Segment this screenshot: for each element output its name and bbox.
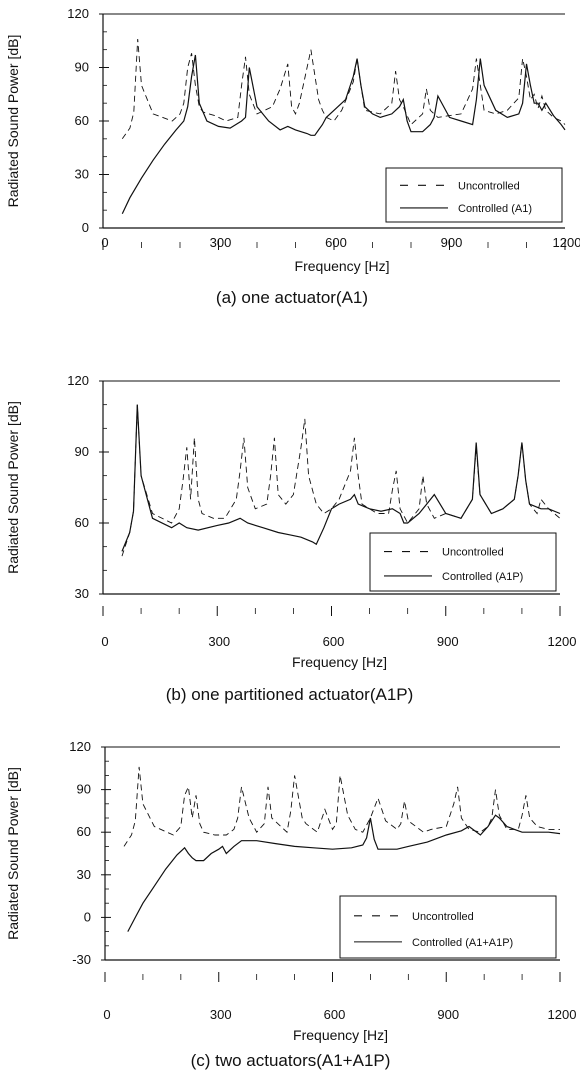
y-tick-label: 0 [84,909,91,924]
legend-label: Uncontrolled [458,180,520,192]
x-tick-label: 600 [325,235,347,250]
x-axis-label: Frequency [Hz] [293,1027,388,1043]
x-tick-label: 0 [101,235,108,250]
x-tick-label: 300 [210,235,232,250]
y-tick-label: 120 [67,373,89,388]
x-tick-label: 0 [101,634,108,649]
legend-label: Controlled (A1P) [442,571,523,583]
y-tick-label: 30 [77,867,91,882]
legend-box [339,895,557,959]
x-tick-label: 900 [437,1007,459,1022]
y-tick-label: 30 [75,167,89,182]
y-tick-label: 120 [69,739,91,754]
y-tick-label: 0 [82,220,89,235]
series-line-controlled [121,54,566,214]
y-tick-label: -30 [72,952,91,967]
x-tick-label: 1200 [548,634,577,649]
y-tick-label: 60 [75,113,89,128]
x-tick-label: 900 [441,235,463,250]
x-tick-label: 300 [210,1007,232,1022]
y-axis-label: Radiated Sound Power [dB] [5,767,21,940]
y-tick-label: 90 [77,782,91,797]
y-tick-label: 30 [75,586,89,601]
x-axis-label: Frequency [Hz] [292,654,387,670]
y-tick-label: 120 [67,6,89,21]
legend-box [369,532,557,592]
legend-label: Controlled (A1+A1P) [412,937,513,949]
y-tick-label: 60 [75,515,89,530]
x-tick-label: 1200 [548,1007,577,1022]
x-tick-label: 600 [324,1007,346,1022]
panel-caption: (a) one actuator(A1) [216,288,368,307]
series-line-controlled [121,404,561,552]
x-tick-label: 600 [323,634,345,649]
y-axis-label: Radiated Sound Power [dB] [5,35,21,208]
series-line-controlled [127,814,561,932]
legend-box [385,167,563,223]
legend-label: Controlled (A1) [458,203,532,215]
series-line-uncontrolled [121,38,566,140]
panel-caption: (b) one partitioned actuator(A1P) [166,685,414,704]
x-tick-label: 0 [103,1007,110,1022]
x-axis-label: Frequency [Hz] [295,258,390,274]
legend-label: Uncontrolled [442,547,504,559]
y-tick-label: 90 [75,444,89,459]
x-tick-label: 1200 [553,235,580,250]
y-tick-label: 60 [77,824,91,839]
legend-label: Uncontrolled [412,911,474,923]
y-axis-label: Radiated Sound Power [dB] [5,401,21,574]
x-tick-label: 300 [208,634,230,649]
x-tick-label: 900 [437,634,459,649]
series-line-uncontrolled [123,766,560,847]
y-tick-label: 90 [75,60,89,75]
panel-caption: (c) two actuators(A1+A1P) [191,1051,391,1070]
